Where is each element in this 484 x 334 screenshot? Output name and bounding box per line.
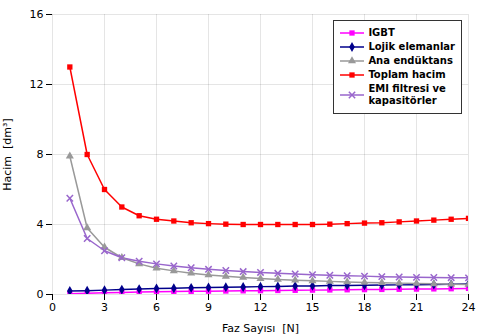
svg-text:9: 9 (205, 301, 212, 314)
svg-text:15: 15 (306, 301, 320, 314)
svg-text:24: 24 (462, 301, 476, 314)
svg-text:8: 8 (37, 148, 44, 161)
html-text:IGBT: IGBT (368, 27, 395, 38)
svg-text:6: 6 (153, 301, 160, 314)
svg-text:Hacim [dm³]: Hacim [dm³] (1, 118, 14, 191)
svg-text:21: 21 (410, 301, 424, 314)
svg-text:0: 0 (37, 288, 44, 301)
html-text:Ana endüktans: Ana endüktans (368, 55, 453, 66)
svg-text:12: 12 (30, 78, 44, 91)
html-text:EMI filtresi ve kapasitörler: EMI filtresi ve kapasitörler (368, 83, 446, 106)
svg-text:4: 4 (37, 218, 44, 231)
html-text:Lojik elemanlar: Lojik elemanlar (368, 41, 455, 52)
svg-text:12: 12 (254, 301, 268, 314)
svg-text:18: 18 (358, 301, 372, 314)
svg-text:Faz Sayısı [N]: Faz Sayısı [N] (222, 322, 299, 334)
html-text:Toplam hacim: Toplam hacim (368, 69, 446, 80)
svg-text:16: 16 (30, 8, 44, 21)
svg-text:0: 0 (49, 301, 56, 314)
svg-text:3: 3 (101, 301, 108, 314)
